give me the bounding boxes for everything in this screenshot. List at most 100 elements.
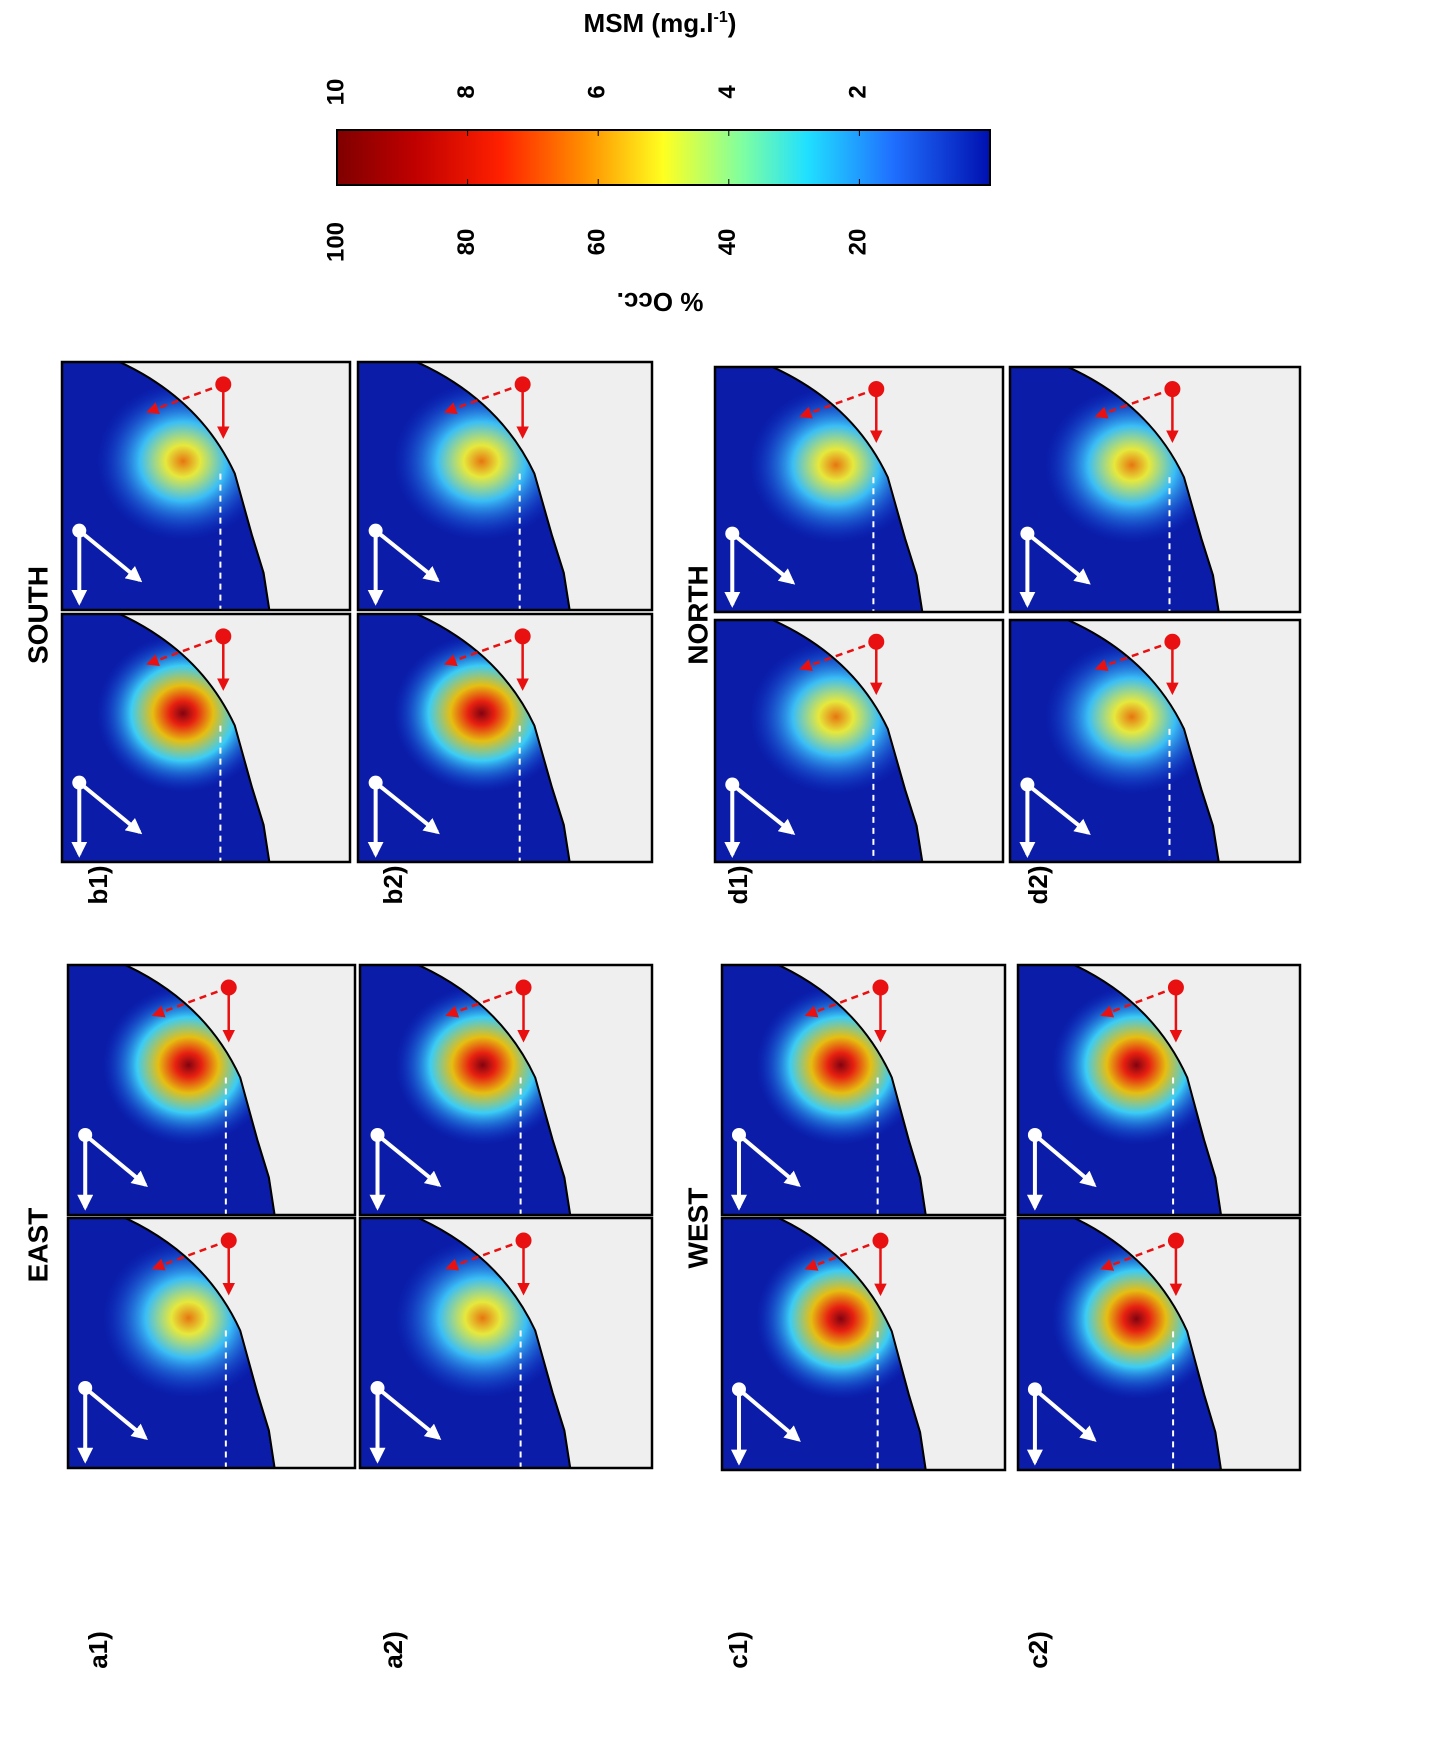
coastline [119,614,271,862]
current-arrow [804,986,881,1018]
map-content [1010,620,1300,862]
sea-edge [778,1218,1005,1470]
map-panel [66,963,357,1217]
map-panel [1016,963,1302,1217]
panel-frame [356,612,654,864]
msm-tick-label: 4 [714,85,741,99]
panel-frame [713,365,1005,614]
row-label: a1) [83,1631,113,1669]
map-content [1018,1218,1300,1470]
map-content [62,362,350,610]
current-arrow [1094,387,1173,419]
wind-arrow [731,782,796,835]
occ-tick-label: 100 [322,222,349,262]
map-panel [356,360,654,612]
coastline [416,614,571,862]
msm-tick-label: 6 [584,85,611,98]
panel-frame [720,1216,1007,1472]
msm-tick-label: 8 [453,85,480,98]
row-label: d1) [723,866,753,905]
coastline [1073,1218,1223,1470]
wind-arrow [731,532,796,585]
current-arrow [1100,986,1177,1018]
current-arrow [443,383,524,415]
map-content [715,620,1003,862]
coastline [417,965,572,1215]
sea-edge [418,1218,652,1468]
panel-frame [1016,963,1302,1217]
coastline [778,1218,927,1470]
panel-frame [356,360,654,612]
map-content [68,965,355,1215]
wind-arrow [78,781,143,835]
sea-edge [1068,620,1300,862]
map-content [360,965,652,1215]
row-label: a2) [378,1631,408,1669]
current-arrow [1100,1239,1177,1271]
map-content [62,614,350,862]
group-heading: WEST [682,1188,713,1269]
occ-tick-label: 40 [714,229,741,256]
map-panel [356,612,654,864]
map-content [1018,965,1300,1215]
current-arrow [151,1239,230,1271]
map-panel [1016,1216,1302,1472]
msm-tick-label: 2 [845,85,872,98]
row-label: b2) [378,866,408,905]
group-heading: EAST [22,1208,53,1283]
current-arrow [146,635,224,667]
panel-frame [358,963,654,1217]
sea-edge [416,362,652,610]
panel-frame [1008,618,1302,864]
panel-frame [1016,1216,1302,1472]
coastline [124,965,276,1215]
panel-frame [720,963,1007,1217]
coastline [119,362,271,610]
row-label: c1) [723,1631,753,1669]
current-arrow [445,1239,524,1271]
sea-edge [125,1218,355,1468]
wind-arrow [1026,782,1091,835]
sea-edge [772,620,1003,862]
map-content [722,965,1005,1215]
wind-arrow [78,529,143,583]
map-content [722,1218,1005,1470]
msm-tick-label: 10 [322,79,349,106]
current-arrow [1094,640,1173,671]
occ-label: % Occ. [617,287,704,317]
colorbar-title: MSM (mg.l-1) [584,8,737,38]
occ-tick-label: 60 [584,229,611,256]
current-arrow [151,986,230,1018]
current-arrow [445,986,524,1018]
map-content [360,1218,652,1468]
panel-frame [66,963,357,1217]
current-arrow [804,1239,881,1271]
map-panel [358,1216,654,1470]
wind-arrow [376,1133,442,1188]
wind-arrow [374,781,440,835]
row-label: d2) [1023,866,1053,905]
coastline [124,1218,276,1468]
map-panel [720,1216,1007,1472]
current-arrow [443,635,524,667]
sea-edge [416,614,652,862]
coastline [1067,367,1220,612]
wind-arrow [737,1133,801,1188]
panel-frame [60,360,352,612]
panel-frame [66,1216,357,1470]
map-panel [358,963,654,1217]
sea-edge [418,965,652,1215]
map-panel [1008,618,1302,864]
occ-tick-label: 80 [453,229,480,256]
row-label: c2) [1023,1631,1053,1669]
panel-frame [358,1216,654,1470]
coastline [772,367,924,612]
row-label: b1) [83,866,113,905]
current-arrow [799,387,877,419]
sea-edge [119,362,350,610]
coastline [1073,965,1223,1215]
map-content [715,367,1003,612]
map-panel [66,1216,357,1470]
